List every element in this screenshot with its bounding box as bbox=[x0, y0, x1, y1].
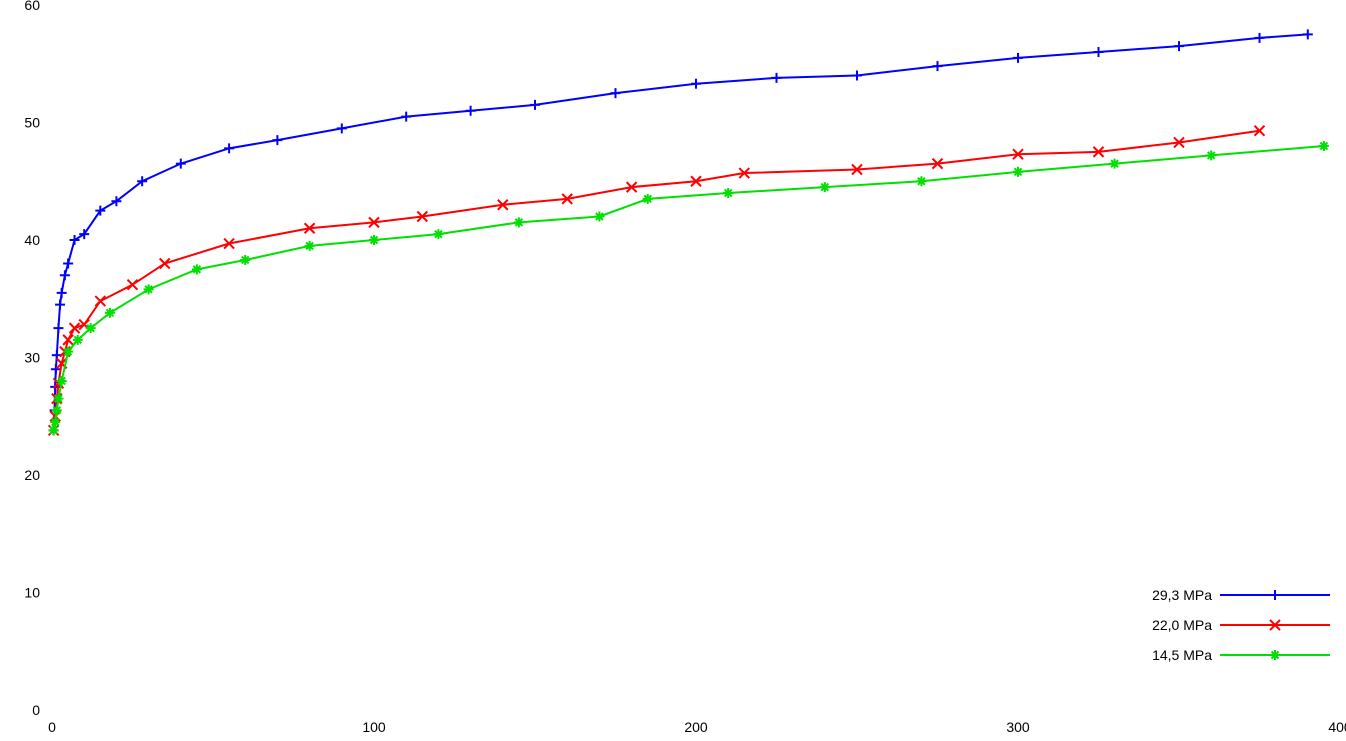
y-tick-label: 30 bbox=[24, 350, 40, 366]
x-tick-label: 400 bbox=[1328, 719, 1346, 735]
chart-container: 0 100 200 300 400 0 10 20 30 40 50 60 29,3 MPa 22,0 M… bbox=[0, 0, 1346, 741]
legend-label: 22,0 MPa bbox=[1152, 617, 1212, 633]
y-tick-label: 60 bbox=[24, 0, 40, 13]
x-tick-label: 0 bbox=[48, 719, 56, 735]
x-tick-label: 300 bbox=[1006, 719, 1030, 735]
x-tick-label: 100 bbox=[362, 719, 386, 735]
line-chart: 0 100 200 300 400 0 10 20 30 40 50 60 29,3 MPa 22,0 M… bbox=[0, 0, 1346, 741]
y-tick-label: 10 bbox=[24, 585, 40, 601]
legend-label: 29,3 MPa bbox=[1152, 587, 1212, 603]
y-tick-label: 40 bbox=[24, 232, 40, 248]
legend-label: 14,5 MPa bbox=[1152, 647, 1212, 663]
y-tick-label: 0 bbox=[32, 702, 40, 718]
y-tick-label: 50 bbox=[24, 115, 40, 131]
y-tick-label: 20 bbox=[24, 467, 40, 483]
x-tick-label: 200 bbox=[684, 719, 708, 735]
